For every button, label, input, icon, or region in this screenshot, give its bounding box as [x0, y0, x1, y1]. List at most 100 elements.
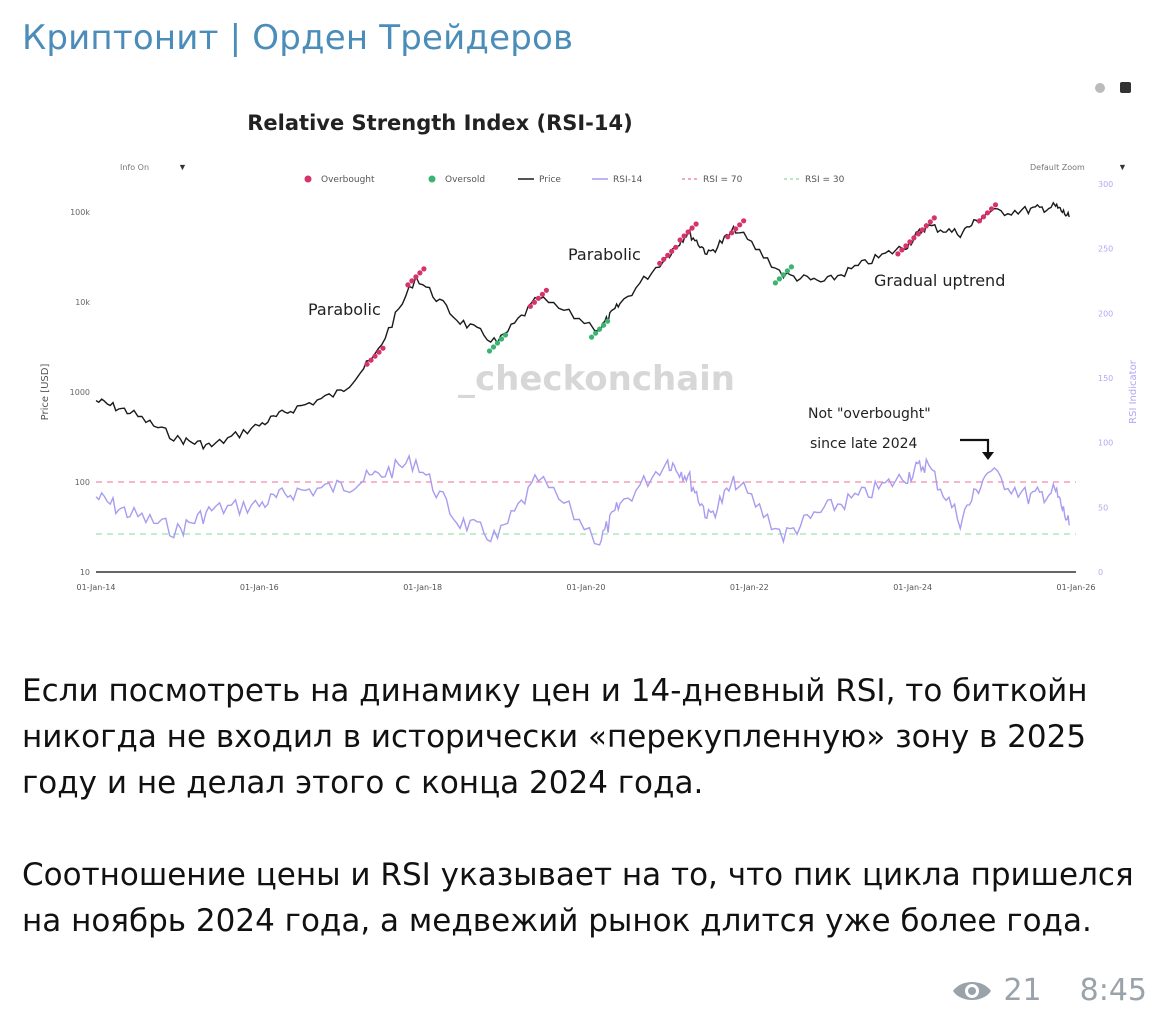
overbought-marker — [741, 218, 747, 224]
legend-label[interactable]: RSI-14 — [613, 175, 643, 185]
oversold-marker — [597, 326, 603, 332]
legend-label[interactable]: RSI = 70 — [703, 175, 743, 185]
message-paragraph: Соотношение цены и RSI указывает на то, … — [22, 857, 1134, 939]
x-tick-label: 01-Jan-14 — [77, 583, 116, 592]
y-right-tick-label: 0 — [1098, 568, 1103, 577]
legend-label[interactable]: RSI = 30 — [805, 175, 845, 185]
overbought-marker — [364, 361, 370, 367]
overbought-marker — [733, 226, 739, 232]
y-right-axis-label: RSI Indicator — [1128, 359, 1139, 424]
eye-icon — [953, 981, 992, 1000]
info-dropdown-icon[interactable]: ▼ — [178, 162, 187, 172]
overbought-marker — [527, 303, 533, 309]
annotation-parabolic-1: Parabolic — [308, 300, 381, 319]
overbought-oversold-markers — [364, 202, 999, 367]
overbought-marker — [919, 227, 925, 233]
y-right-tick-label: 300 — [1098, 180, 1113, 189]
message-paragraph: Если посмотреть на динамику цен и 14-дне… — [22, 673, 1088, 801]
overbought-marker — [535, 295, 541, 301]
overbought-marker — [923, 223, 929, 229]
annotation-since-late-2024: since late 2024 — [810, 436, 918, 452]
annotation-gradual-uptrend: Gradual uptrend — [874, 271, 1005, 290]
overbought-marker — [693, 221, 699, 227]
overbought-marker — [911, 235, 917, 241]
x-tick-label: 01-Jan-24 — [893, 583, 932, 592]
overbought-marker — [984, 210, 991, 216]
overbought-marker — [895, 251, 901, 257]
y-left-tick-label: 10 — [80, 568, 90, 577]
overbought-marker — [689, 225, 695, 231]
message-time: 8:45 — [1079, 973, 1147, 1008]
oversold-marker — [780, 272, 787, 278]
oversold-marker — [605, 318, 611, 324]
overbought-marker — [376, 349, 382, 355]
overbought-marker — [729, 230, 735, 236]
overbought-marker — [899, 247, 905, 253]
overbought-marker — [661, 256, 667, 262]
overbought-marker — [992, 202, 999, 208]
overbought-marker — [380, 345, 386, 351]
annotation-not-overbought: Not "overbought" — [808, 406, 931, 422]
overbought-marker — [737, 222, 743, 228]
overbought-marker — [725, 234, 731, 240]
price-series-line — [95, 201, 1070, 451]
chart-legend: Overbought Oversold Price RSI-14 RSI = 70 RSI… — [304, 175, 845, 185]
oversold-marker — [498, 336, 505, 342]
oversold-marker — [502, 332, 509, 338]
y-left-tick-label: 10k — [75, 298, 90, 307]
overbought-marker — [931, 215, 937, 221]
download-icon[interactable] — [1120, 82, 1131, 93]
overbought-marker — [409, 278, 415, 284]
legend-label[interactable]: Overbought — [321, 175, 375, 185]
overbought-marker — [669, 248, 675, 254]
oversold-marker — [601, 322, 607, 328]
legend-swatch — [304, 175, 312, 183]
oversold-marker — [776, 276, 783, 282]
annotation-parabolic-2: Parabolic — [568, 245, 641, 264]
overbought-marker — [413, 274, 419, 280]
legend-label[interactable]: Oversold — [445, 175, 485, 185]
overbought-marker — [421, 266, 427, 272]
x-tick-label: 01-Jan-26 — [1057, 583, 1096, 592]
oversold-marker — [494, 340, 501, 346]
watermark: _checkonchain — [458, 359, 735, 399]
overbought-marker — [531, 299, 537, 305]
chart-image[interactable]: Relative Strength Index (RSI-14) Info On… — [28, 72, 1148, 612]
legend-label[interactable]: Price — [539, 175, 561, 185]
y-right-tick-label: 150 — [1098, 374, 1113, 383]
y-right-tick-label: 100 — [1098, 439, 1113, 448]
overbought-marker — [976, 218, 983, 224]
oversold-marker — [772, 280, 779, 286]
oversold-marker — [486, 348, 493, 354]
view-count: 21 — [1003, 973, 1042, 1008]
overbought-marker — [368, 357, 374, 363]
y-left-tick-label: 100 — [75, 478, 90, 487]
message-text: Если посмотреть на динамику цен и 14-дне… — [22, 668, 1142, 990]
oversold-marker — [589, 334, 595, 340]
overbought-marker — [681, 233, 687, 239]
overbought-marker — [405, 282, 411, 288]
annotation-arrow-icon — [960, 438, 990, 454]
legend-swatch — [428, 175, 436, 183]
zoom-select[interactable]: Default Zoom — [1030, 163, 1085, 172]
channel-name[interactable]: Криптонит | Орден Трейдеров — [22, 18, 574, 58]
camera-icon[interactable] — [1095, 83, 1105, 93]
overbought-marker — [417, 270, 423, 276]
overbought-marker — [980, 214, 987, 220]
arrow-head-icon — [982, 452, 994, 460]
overbought-marker — [539, 291, 545, 297]
zoom-dropdown-icon[interactable]: ▼ — [1118, 162, 1127, 172]
overbought-marker — [665, 252, 671, 258]
overbought-marker — [903, 243, 909, 249]
y-left-axis-label: Price [USD] — [40, 364, 51, 421]
message-meta: 21 8:45 — [951, 973, 1147, 1008]
overbought-marker — [657, 260, 663, 266]
x-tick-label: 01-Jan-20 — [567, 583, 606, 592]
overbought-marker — [915, 231, 921, 237]
overbought-marker — [677, 237, 683, 243]
oversold-marker — [784, 268, 791, 274]
overbought-marker — [988, 206, 995, 212]
info-toggle[interactable]: Info On — [120, 163, 149, 172]
overbought-marker — [372, 353, 378, 359]
